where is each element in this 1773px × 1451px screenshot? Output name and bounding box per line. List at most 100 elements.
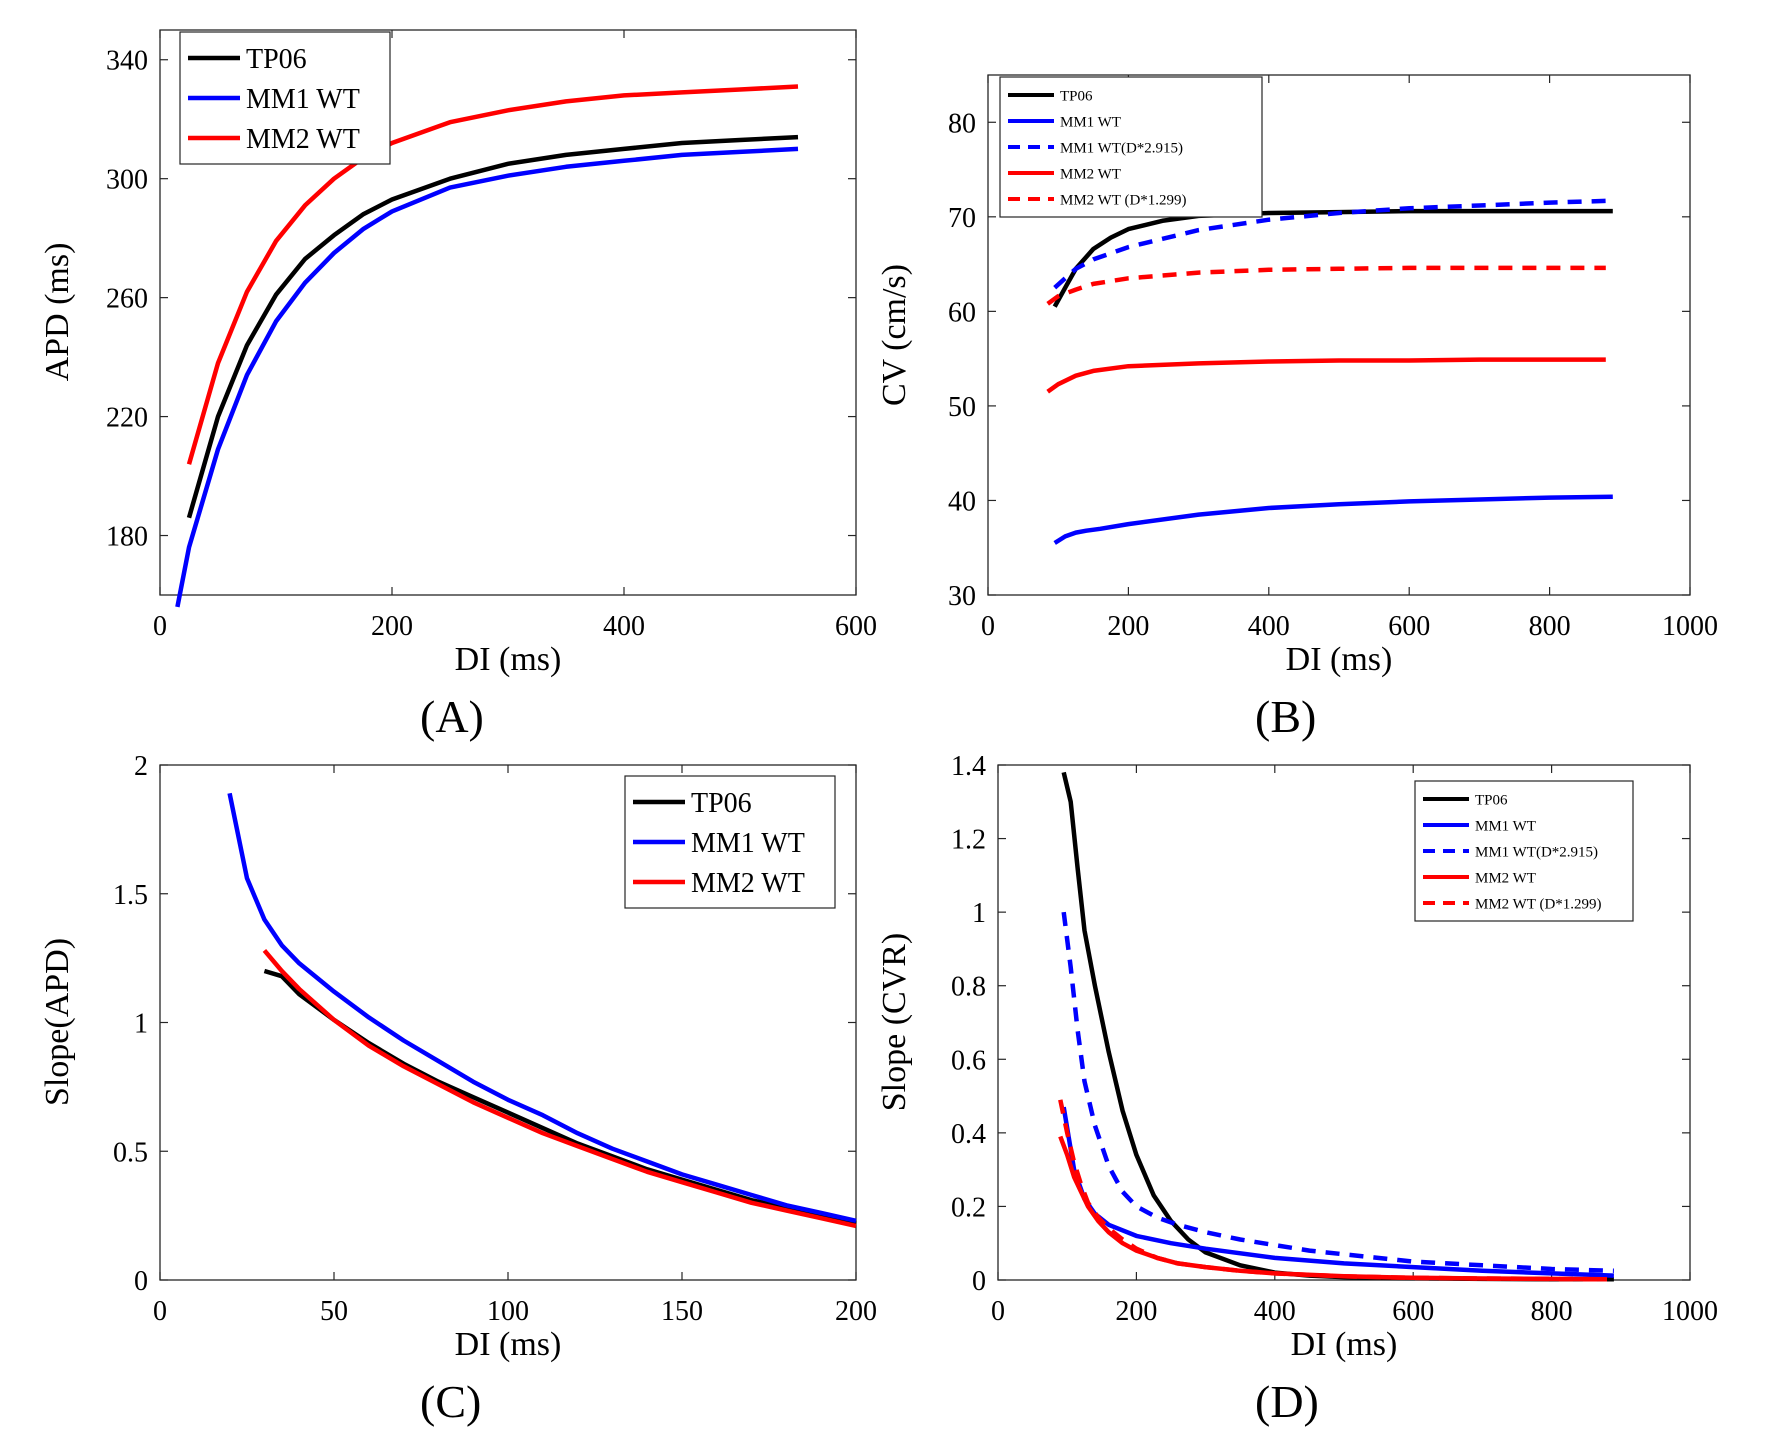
series-line-mm2-wt-d-1-299- xyxy=(1058,1099,1608,1282)
panel-label-d: (D) xyxy=(1255,1376,1319,1427)
x-tick-label: 200 xyxy=(371,611,413,642)
legend: TP06 MM1 WT MM2 WT xyxy=(179,31,391,165)
panel-label-b: (B) xyxy=(1255,691,1317,742)
y-tick-label: 1.2 xyxy=(951,825,986,856)
legend-entry: TP06 xyxy=(1060,88,1093,104)
x-tick-label: 600 xyxy=(1388,611,1430,642)
y-tick-label: 0.6 xyxy=(951,1045,986,1076)
legend-box xyxy=(999,76,1263,218)
y-tick-label: 2 xyxy=(134,751,148,782)
x-tick-label: 1000 xyxy=(1662,1296,1718,1327)
y-tick-label: 50 xyxy=(948,392,976,423)
series-line-mm2-wt xyxy=(186,84,799,465)
y-axis-label: Slope (CVR) xyxy=(876,933,913,1112)
panel-a-chart: 0 200 400 600 180 220 260 300 340 DI (ms) APD (ms)… xyxy=(39,29,877,678)
panel-d-chart: 0 200 400 600 800 1000 0 0.2 0.4 0.6 0.8 1 1.2 1.4 DI … xyxy=(876,751,1718,1363)
legend-entry: MM2 WT xyxy=(1475,870,1536,886)
plot-frame xyxy=(997,764,1691,1281)
series-line-tp06 xyxy=(263,968,857,1226)
series-line-mm2-wt xyxy=(1046,357,1606,394)
x-tick-label: 800 xyxy=(1529,611,1571,642)
series-line-mm2-wt-d-1-299- xyxy=(1046,265,1606,306)
x-tick-label: 150 xyxy=(661,1296,703,1327)
legend-entry: MM1 WT(D*2.915) xyxy=(1060,140,1183,156)
y-tick-label: 0.2 xyxy=(951,1192,986,1223)
panel-c-chart: 0 50 100 150 200 0 0.5 1 1.5 2 DI (ms) Slope(APD) TP… xyxy=(39,751,877,1363)
series-line-mm2-wt xyxy=(262,948,857,1229)
x-tick-label: 50 xyxy=(320,1296,348,1327)
x-axis-label: DI (ms) xyxy=(455,1326,562,1363)
x-tick-label: 400 xyxy=(603,611,645,642)
y-tick-label: 0.8 xyxy=(951,972,986,1003)
x-tick-label: 800 xyxy=(1531,1296,1573,1327)
legend-entry: TP06 xyxy=(691,788,752,819)
legend-entry: MM1 WT xyxy=(1060,114,1121,130)
plot-frame xyxy=(159,29,857,596)
x-tick-label: 100 xyxy=(487,1296,529,1327)
y-axis-label: Slope(APD) xyxy=(39,938,76,1106)
legend-entry: MM2 WT (D*1.299) xyxy=(1060,192,1187,208)
y-tick-label: 180 xyxy=(106,522,148,553)
series-line-tp06 xyxy=(1052,208,1613,308)
x-tick-label: 400 xyxy=(1254,1296,1296,1327)
x-tick-label: 0 xyxy=(153,611,167,642)
legend-entry: MM2 WT xyxy=(691,868,805,899)
legend-entry: MM2 WT xyxy=(1060,166,1121,182)
legend: TP06 MM1 WT MM1 WT(D*2.915) MM2 WT MM2 WT (D… xyxy=(999,76,1263,218)
y-tick-label: 1 xyxy=(972,898,986,929)
plot-frame xyxy=(987,74,1691,596)
y-tick-label: 30 xyxy=(948,581,976,612)
legend: TP06 MM1 WT MM1 WT(D*2.915) MM2 WT MM2 WT (D… xyxy=(1414,780,1634,922)
x-tick-label: 200 xyxy=(1115,1296,1157,1327)
x-tick-label: 0 xyxy=(153,1296,167,1327)
series-line-mm1-wt-d-2-915- xyxy=(1053,198,1613,290)
legend: TP06 MM1 WT MM2 WT xyxy=(624,775,836,909)
y-tick-label: 340 xyxy=(106,46,148,77)
x-axis-label: DI (ms) xyxy=(1286,641,1393,678)
legend-entry: MM1 WT(D*2.915) xyxy=(1475,844,1598,860)
panel-label-a: (A) xyxy=(420,691,484,742)
x-tick-label: 0 xyxy=(991,1296,1005,1327)
y-tick-label: 60 xyxy=(948,297,976,328)
y-axis-label: CV (cm/s) xyxy=(876,264,913,406)
legend-entry: TP06 xyxy=(1475,792,1508,808)
x-axis-label: DI (ms) xyxy=(455,641,562,678)
panel-b-chart: 0 200 400 600 800 1000 30 40 50 60 70 80 DI (ms) CV (… xyxy=(876,74,1718,678)
legend-entry: MM1 WT xyxy=(1475,818,1536,834)
y-tick-label: 220 xyxy=(106,403,148,434)
y-tick-label: 260 xyxy=(106,284,148,315)
y-tick-label: 0 xyxy=(972,1266,986,1297)
y-tick-label: 1.5 xyxy=(113,880,148,911)
legend-entry: MM1 WT xyxy=(691,828,805,859)
y-tick-label: 0 xyxy=(134,1266,148,1297)
x-tick-label: 200 xyxy=(835,1296,877,1327)
panel-label-c: (C) xyxy=(420,1376,482,1427)
series-line-mm1-wt xyxy=(227,792,857,1223)
x-tick-label: 600 xyxy=(835,611,877,642)
legend-entry: MM2 WT xyxy=(246,124,360,155)
series-line-mm1-wt xyxy=(1061,1106,1614,1278)
y-tick-label: 0.5 xyxy=(113,1137,148,1168)
series-line-mm1-wt xyxy=(175,146,799,608)
legend-entry: MM2 WT (D*1.299) xyxy=(1475,896,1602,912)
x-tick-label: 0 xyxy=(981,611,995,642)
x-tick-label: 200 xyxy=(1107,611,1149,642)
legend-entry: TP06 xyxy=(246,44,307,75)
y-tick-label: 40 xyxy=(948,486,976,517)
y-tick-label: 0.4 xyxy=(951,1119,986,1150)
series-line-mm1-wt xyxy=(1053,494,1613,545)
series-line-tp06 xyxy=(186,134,799,519)
legend-entry: MM1 WT xyxy=(246,84,360,115)
x-axis-label: DI (ms) xyxy=(1291,1326,1398,1363)
x-tick-label: 1000 xyxy=(1662,611,1718,642)
x-tick-label: 600 xyxy=(1392,1296,1434,1327)
y-tick-label: 300 xyxy=(106,165,148,196)
y-tick-label: 1.4 xyxy=(951,751,986,782)
y-axis-label: APD (ms) xyxy=(39,243,76,382)
y-tick-label: 80 xyxy=(948,108,976,139)
y-tick-label: 70 xyxy=(948,203,976,234)
series-line-mm1-wt-d-2-915- xyxy=(1061,911,1614,1274)
y-tick-label: 1 xyxy=(134,1009,148,1040)
x-tick-label: 400 xyxy=(1248,611,1290,642)
